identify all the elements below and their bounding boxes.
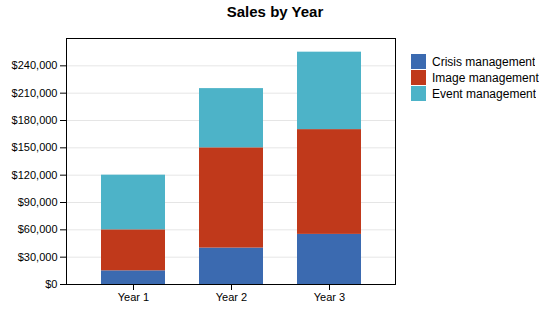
html-text:Event management: Event management	[432, 86, 537, 101]
svg-text:$180,000: $180,000	[12, 114, 58, 126]
html-text:Image management: Image management	[432, 70, 539, 85]
svg-text:Year 3: Year 3	[314, 291, 345, 303]
svg-text:$60,000: $60,000	[18, 223, 58, 235]
svg-text:$120,000: $120,000	[12, 169, 58, 181]
svg-text:$210,000: $210,000	[12, 87, 58, 99]
svg-text:$0: $0	[45, 278, 57, 290]
html-text:Crisis management: Crisis management	[432, 54, 536, 69]
svg-text:Year 1: Year 1	[118, 291, 149, 303]
svg-text:$150,000: $150,000	[12, 141, 58, 153]
svg-text:$30,000: $30,000	[18, 251, 58, 263]
svg-text:$240,000: $240,000	[12, 59, 58, 71]
svg-text:$90,000: $90,000	[18, 196, 58, 208]
html-text:Sales by Year: Sales by Year	[226, 3, 324, 20]
svg-text:Year 2: Year 2	[216, 291, 247, 303]
